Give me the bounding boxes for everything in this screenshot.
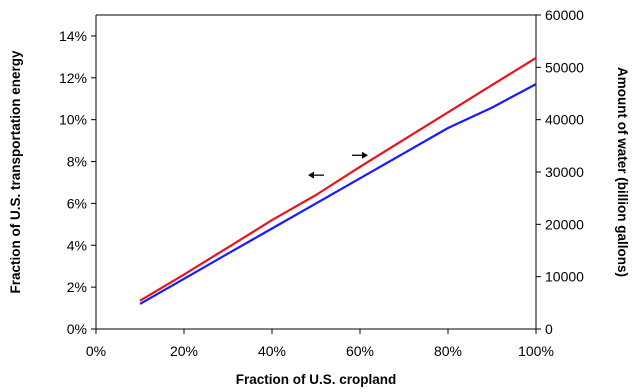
right-y-tick-label: 50000 (545, 59, 584, 75)
x-tick-label: 100% (518, 343, 554, 359)
x-axis-ticks: 0% 20% 40% 60% 80% 100% (86, 329, 554, 359)
right-y-tick-label: 10000 (545, 269, 584, 285)
right-y-axis-title: Amount of water (billion gallons) (615, 67, 630, 277)
right-y-tick-label: 40000 (545, 112, 584, 128)
left-y-tick-label: 2% (67, 279, 87, 295)
left-y-axis-title: Fraction of U.S. transportation energy (8, 50, 23, 294)
right-y-tick-label: 30000 (545, 164, 584, 180)
left-y-tick-label: 0% (67, 321, 87, 337)
left-y-tick-label: 4% (67, 237, 87, 253)
x-tick-label: 20% (170, 343, 198, 359)
right-y-tick-label: 0 (545, 321, 553, 337)
series-lines (139, 56, 537, 305)
right-y-axis-ticks: 0 10000 20000 30000 40000 50000 60000 (536, 7, 584, 337)
left-y-tick-label: 10% (59, 112, 87, 128)
x-tick-label: 40% (258, 343, 286, 359)
right-y-tick-label: 20000 (545, 216, 584, 232)
axis-arrows (308, 151, 368, 179)
right-arrow-head (362, 151, 368, 159)
x-axis-title: Fraction of U.S. cropland (236, 372, 397, 387)
left-y-axis-ticks: 0% 2% 4% 6% 8% 10% 12% 14% (59, 28, 96, 337)
x-tick-label: 60% (346, 343, 374, 359)
x-tick-label: 80% (434, 343, 462, 359)
x-tick-label: 0% (86, 343, 106, 359)
left-y-tick-label: 14% (59, 28, 87, 44)
left-y-tick-label: 6% (67, 195, 87, 211)
left-arrow-head (308, 171, 314, 179)
plot-area (96, 15, 536, 329)
right-y-tick-label: 60000 (545, 7, 584, 23)
blue-water-line (139, 83, 537, 305)
left-y-tick-label: 8% (67, 154, 87, 170)
red-energy-line (139, 56, 537, 302)
left-y-tick-label: 12% (59, 70, 87, 86)
